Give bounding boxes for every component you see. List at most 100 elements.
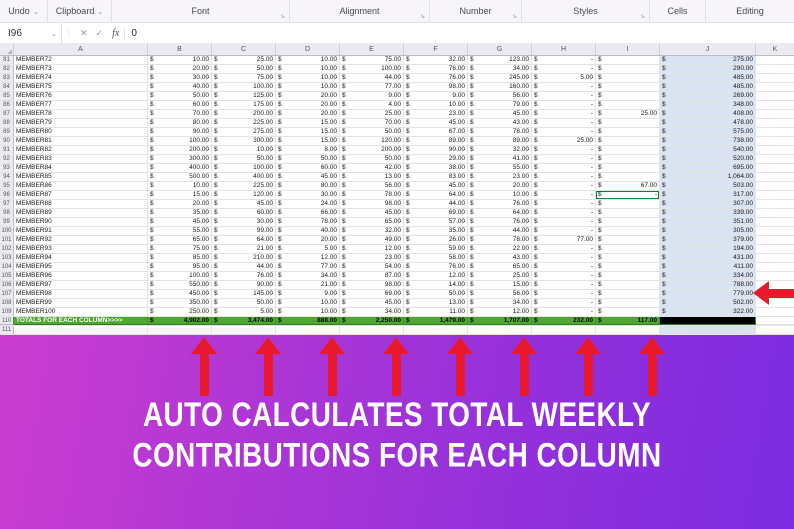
- empty-cell[interactable]: [404, 326, 468, 334]
- currency-cell[interactable]: $65.00: [148, 236, 212, 244]
- weekly-total-cell[interactable]: $275.00: [660, 56, 756, 64]
- currency-cell[interactable]: $400.00: [148, 164, 212, 172]
- empty-cell[interactable]: [660, 326, 756, 334]
- currency-cell[interactable]: $90.00: [212, 281, 276, 289]
- currency-cell[interactable]: $41.00: [468, 155, 532, 163]
- row-number[interactable]: 93: [0, 164, 14, 172]
- row-number[interactable]: 110: [0, 317, 14, 325]
- currency-cell[interactable]: $24.00: [276, 200, 340, 208]
- column-header-b[interactable]: B: [148, 43, 212, 55]
- row-number[interactable]: 84: [0, 83, 14, 91]
- currency-cell[interactable]: $ -: [532, 56, 596, 64]
- currency-cell[interactable]: $245.00: [468, 74, 532, 82]
- weekly-total-cell[interactable]: $379.00: [660, 236, 756, 244]
- currency-cell[interactable]: $400.00: [212, 173, 276, 181]
- empty-cell[interactable]: [756, 65, 794, 73]
- select-all-corner[interactable]: [0, 43, 14, 55]
- currency-cell[interactable]: $: [596, 137, 660, 145]
- currency-cell[interactable]: $32.00: [404, 56, 468, 64]
- empty-cell[interactable]: [756, 128, 794, 136]
- currency-cell[interactable]: $9.00: [404, 92, 468, 100]
- empty-cell[interactable]: [340, 326, 404, 334]
- totals-label-cell[interactable]: TOTALS FOR EACH COLUMN>>>>: [14, 317, 148, 325]
- currency-cell[interactable]: $20.00: [148, 200, 212, 208]
- currency-cell[interactable]: $: [596, 218, 660, 226]
- dialog-launcher-icon[interactable]: ⇘: [511, 14, 517, 20]
- member-name-cell[interactable]: MEMBER95: [14, 263, 148, 271]
- currency-cell[interactable]: $100.00: [148, 137, 212, 145]
- member-name-cell[interactable]: MEMBER79: [14, 119, 148, 127]
- currency-cell[interactable]: $78.00: [468, 236, 532, 244]
- currency-cell[interactable]: $44.00: [340, 74, 404, 82]
- total-cell[interactable]: $888.00: [276, 317, 340, 325]
- weekly-total-cell[interactable]: $269.00: [660, 92, 756, 100]
- currency-cell[interactable]: $: [596, 173, 660, 181]
- currency-cell[interactable]: $100.00: [212, 83, 276, 91]
- currency-cell[interactable]: $ -: [532, 272, 596, 280]
- currency-cell[interactable]: $: [596, 227, 660, 235]
- weekly-total-cell[interactable]: $485.00: [660, 74, 756, 82]
- currency-cell[interactable]: $80.00: [276, 182, 340, 190]
- currency-cell[interactable]: $35.00: [148, 209, 212, 217]
- weekly-total-cell[interactable]: $503.00: [660, 182, 756, 190]
- currency-cell[interactable]: $50.00: [404, 290, 468, 298]
- currency-cell[interactable]: $10.00: [148, 182, 212, 190]
- member-name-cell[interactable]: MEMBER73: [14, 65, 148, 73]
- weekly-total-cell[interactable]: $520.00: [660, 155, 756, 163]
- column-header-d[interactable]: D: [276, 43, 340, 55]
- member-name-cell[interactable]: MEMBER93: [14, 245, 148, 253]
- currency-cell[interactable]: $550.00: [148, 281, 212, 289]
- currency-cell[interactable]: $54.00: [340, 263, 404, 271]
- currency-cell[interactable]: $225.00: [212, 119, 276, 127]
- empty-cell[interactable]: [756, 119, 794, 127]
- chevron-down-icon[interactable]: ⌄: [51, 30, 57, 38]
- currency-cell[interactable]: $20.00: [276, 92, 340, 100]
- currency-cell[interactable]: $145.00: [212, 290, 276, 298]
- currency-cell[interactable]: $: [596, 164, 660, 172]
- currency-cell[interactable]: $200.00: [212, 110, 276, 118]
- currency-cell[interactable]: $55.00: [468, 164, 532, 172]
- currency-cell[interactable]: $56.00: [468, 290, 532, 298]
- currency-cell[interactable]: $38.00: [404, 164, 468, 172]
- currency-cell[interactable]: $75.00: [148, 245, 212, 253]
- currency-cell[interactable]: $160.00: [468, 83, 532, 91]
- empty-cell[interactable]: [14, 326, 148, 334]
- currency-cell[interactable]: $9.00: [276, 290, 340, 298]
- currency-cell[interactable]: $300.00: [212, 137, 276, 145]
- currency-cell[interactable]: $25.00: [532, 137, 596, 145]
- currency-cell[interactable]: $ -: [532, 254, 596, 262]
- currency-cell[interactable]: $76.00: [468, 218, 532, 226]
- currency-cell[interactable]: $ -: [532, 155, 596, 163]
- currency-cell[interactable]: $: [596, 308, 660, 316]
- currency-cell[interactable]: $78.00: [468, 128, 532, 136]
- currency-cell[interactable]: $12.00: [340, 245, 404, 253]
- currency-cell[interactable]: $10.00: [148, 56, 212, 64]
- currency-cell[interactable]: $22.00: [468, 245, 532, 253]
- currency-cell[interactable]: $200.00: [148, 146, 212, 154]
- currency-cell[interactable]: $175.00: [212, 101, 276, 109]
- empty-cell[interactable]: [756, 92, 794, 100]
- weekly-total-cell[interactable]: $779.00: [660, 290, 756, 298]
- currency-cell[interactable]: $44.00: [468, 227, 532, 235]
- row-number[interactable]: 82: [0, 65, 14, 73]
- empty-cell[interactable]: [756, 209, 794, 217]
- currency-cell[interactable]: $ -: [532, 290, 596, 298]
- currency-cell[interactable]: $15.00: [148, 191, 212, 199]
- currency-cell[interactable]: $500.00: [148, 173, 212, 181]
- currency-cell[interactable]: $40.00: [148, 83, 212, 91]
- currency-cell[interactable]: $20.00: [468, 182, 532, 190]
- member-name-cell[interactable]: MEMBER80: [14, 128, 148, 136]
- weekly-total-cell[interactable]: $334.00: [660, 272, 756, 280]
- currency-cell[interactable]: $77.00: [340, 83, 404, 91]
- member-name-cell[interactable]: MEMBER92: [14, 236, 148, 244]
- currency-cell[interactable]: $ -: [532, 164, 596, 172]
- currency-cell[interactable]: $5.00: [276, 245, 340, 253]
- currency-cell[interactable]: $450.00: [148, 290, 212, 298]
- currency-cell[interactable]: $98.00: [340, 281, 404, 289]
- member-name-cell[interactable]: MEMBER100: [14, 308, 148, 316]
- currency-cell[interactable]: $21.00: [212, 245, 276, 253]
- insert-function-icon[interactable]: fx: [107, 28, 126, 39]
- currency-cell[interactable]: $50.00: [340, 128, 404, 136]
- row-number[interactable]: 87: [0, 110, 14, 118]
- currency-cell[interactable]: $75.00: [212, 74, 276, 82]
